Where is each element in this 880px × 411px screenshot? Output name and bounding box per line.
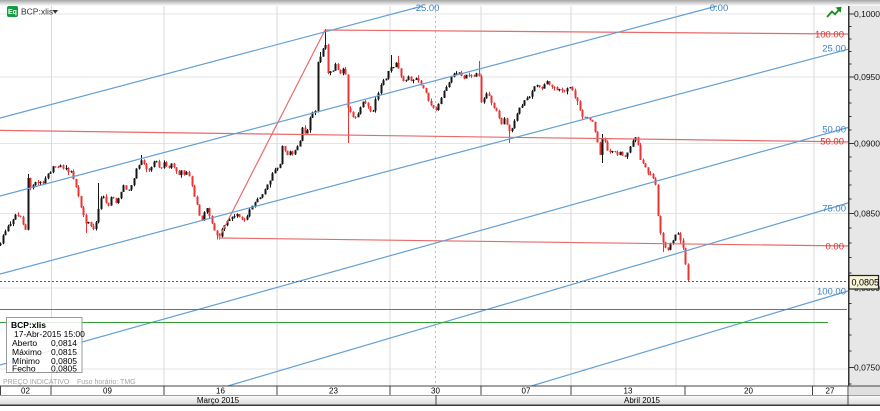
svg-text:100.00: 100.00 bbox=[815, 30, 844, 41]
svg-text:0,0900: 0,0900 bbox=[854, 138, 880, 148]
svg-text:17-Abr-2015 15:00: 17-Abr-2015 15:00 bbox=[14, 329, 85, 339]
svg-text:50.00: 50.00 bbox=[820, 137, 844, 148]
svg-text:0.00: 0.00 bbox=[826, 242, 845, 253]
svg-text:Março 2015: Março 2015 bbox=[197, 396, 240, 405]
svg-text:0.00: 0.00 bbox=[710, 3, 729, 14]
svg-text:07: 07 bbox=[522, 386, 531, 395]
svg-text:Eq: Eq bbox=[8, 9, 17, 16]
svg-text:16: 16 bbox=[216, 386, 225, 395]
svg-text:100.00: 100.00 bbox=[817, 287, 846, 298]
svg-text:0,0805: 0,0805 bbox=[51, 356, 77, 366]
svg-text:0,0850: 0,0850 bbox=[854, 209, 880, 219]
svg-text:09: 09 bbox=[103, 386, 112, 395]
svg-text:30: 30 bbox=[431, 386, 440, 395]
svg-text:50.00: 50.00 bbox=[822, 125, 846, 136]
svg-text:0,1000: 0,1000 bbox=[854, 9, 880, 19]
svg-text:Mínimo: Mínimo bbox=[12, 356, 40, 366]
svg-text:-25.00: -25.00 bbox=[413, 3, 440, 14]
svg-text:Fecho: Fecho bbox=[12, 364, 36, 374]
svg-text:75.00: 75.00 bbox=[822, 204, 846, 215]
svg-text:13: 13 bbox=[624, 386, 633, 395]
svg-text:02: 02 bbox=[21, 386, 30, 395]
svg-text:0,0950: 0,0950 bbox=[854, 72, 880, 82]
svg-text:PREÇO INDICATIVO: PREÇO INDICATIVO bbox=[3, 379, 70, 386]
svg-text:20: 20 bbox=[744, 386, 753, 395]
svg-text:Abril 2015: Abril 2015 bbox=[624, 396, 661, 405]
svg-text:BCP:xlis: BCP:xlis bbox=[21, 7, 53, 17]
svg-text:0,0750: 0,0750 bbox=[854, 362, 880, 372]
svg-text:0,0814: 0,0814 bbox=[51, 338, 77, 348]
svg-text:BCP:xlis: BCP:xlis bbox=[11, 320, 46, 330]
svg-text:Aberto: Aberto bbox=[12, 338, 37, 348]
svg-text:Máximo: Máximo bbox=[12, 347, 42, 357]
svg-text:Fuso horário: TMG: Fuso horário: TMG bbox=[77, 379, 136, 386]
svg-text:23: 23 bbox=[329, 386, 338, 395]
svg-text:0,0805: 0,0805 bbox=[852, 278, 880, 288]
svg-text:25.00: 25.00 bbox=[822, 44, 846, 55]
svg-text:27: 27 bbox=[826, 386, 835, 395]
svg-text:0,0815: 0,0815 bbox=[51, 347, 77, 357]
svg-text:0,0805: 0,0805 bbox=[51, 364, 77, 374]
